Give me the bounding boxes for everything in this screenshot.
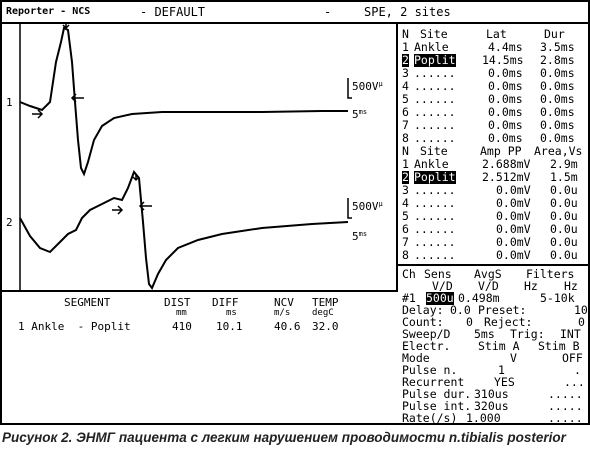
segment-diff: 10.1 (216, 320, 243, 333)
latency-row[interactable]: 5...... 0.0ms 0.0ms (402, 92, 575, 106)
title-dash: - (324, 5, 332, 19)
latency-row[interactable]: 2 Poplit 14.5ms 2.8ms (402, 53, 575, 67)
emg-screen: Reporter - NCS - DEFAULT - SPE, 2 sites (0, 0, 590, 425)
segment-temp: 32.0 (312, 320, 339, 333)
segment-dist: 410 (172, 320, 192, 333)
amplitude-row[interactable]: 4...... 0.0mV 0.0u (402, 196, 578, 210)
calibration-markers (347, 78, 352, 219)
title-bar: Reporter - NCS - DEFAULT - SPE, 2 sites (2, 2, 588, 24)
sensitivity-field: 500u (426, 291, 454, 305)
figure-caption: Рисунок 2. ЭНМГ пациента с легким наруше… (2, 430, 566, 445)
recurrent-row[interactable]: Recurrent YES... (402, 375, 585, 389)
waveform-panel: 1 2 500Vµ 5ms 500Vµ 5ms (2, 22, 398, 292)
temp-header: TEMP (312, 296, 339, 309)
sensitivity-label-1: 500Vµ (352, 80, 383, 93)
dist-unit: mm (176, 308, 187, 318)
settings-units: V/D V/D Hz Hz (432, 279, 578, 293)
pulse-n-row[interactable]: Pulse n. 1. (402, 363, 581, 377)
rate-row[interactable]: Rate(/s) 1.000..... (402, 411, 583, 425)
latency-row[interactable]: 4...... 0.0ms 0.0ms (402, 79, 575, 93)
amplitude-row[interactable]: 7...... 0.0mV 0.0u (402, 235, 578, 249)
timebase-label-2: 5ms (352, 230, 368, 243)
latency-row[interactable]: 6...... 0.0ms 0.0ms (402, 105, 575, 119)
segment-ncv: 40.6 (274, 320, 301, 333)
results-panel: N Site Lat Dur 1 Ankle 4.4ms 3.5ms 2 Poplit 1… (398, 24, 588, 423)
protocol-mode: - DEFAULT (140, 5, 206, 19)
settings-header: Ch Sens AvgS Filters (402, 267, 575, 281)
amplitude-header: N Site Amp PP Area,Vs (402, 144, 583, 158)
ncv-unit: m/s (274, 308, 291, 318)
stim-mode-row[interactable]: Mode V OFF (402, 351, 583, 365)
diff-unit: ms (226, 308, 237, 318)
amplitude-row[interactable]: 1 Ankle 2.688mV 2.9m (402, 157, 578, 171)
channel-1-settings[interactable]: #1 500u 0.498m 5-10k (402, 291, 575, 305)
pulse-int-row[interactable]: Pulse int. 320us..... (402, 399, 583, 413)
amplitude-row[interactable]: 8...... 0.0mV 0.0u (402, 248, 578, 262)
pulse-dur-row[interactable]: Pulse dur. 310us..... (402, 387, 583, 401)
delay-preset-row[interactable]: Delay: 0.0 Preset: 10 (402, 303, 588, 317)
trace-poplit (19, 170, 349, 290)
latency-header: N Site Lat Dur (402, 27, 565, 41)
sweep-trig-row[interactable]: Sweep/D 5ms Trig: INT (402, 327, 581, 341)
ncv-header: NCV (274, 296, 294, 309)
segment-name[interactable]: 1 Ankle - Poplit (18, 320, 131, 333)
app-name: Reporter - NCS (6, 6, 91, 17)
temp-unit: degC (312, 308, 334, 318)
stimulator-header: Electr. Stim A Stim B (402, 339, 580, 353)
diff-header: DIFF (212, 296, 239, 309)
segment-header: SEGMENT (64, 296, 111, 309)
segment-table: SEGMENT DIST DIFF NCV TEMP mm ms m/s deg… (2, 292, 396, 423)
channel-2-label: 2 (6, 216, 13, 229)
cursor-markers (32, 22, 152, 215)
latency-row[interactable]: 7...... 0.0ms 0.0ms (402, 118, 575, 132)
acquisition-settings: Ch Sens AvgS Filters V/D V/D Hz Hz #1 500u 0.498… (398, 264, 588, 425)
amplitude-row[interactable]: 3...... 0.0mV 0.0u (402, 183, 578, 197)
latency-row[interactable]: 8...... 0.0ms 0.0ms (402, 131, 575, 145)
dist-header: DIST (164, 296, 191, 309)
trace-ankle (19, 26, 348, 177)
count-reject-row[interactable]: Count: 0 Reject: 0 (402, 315, 585, 329)
amplitude-row[interactable]: 2 Poplit 2.512mV 1.5m (402, 170, 578, 184)
waveform-display (19, 22, 352, 290)
study-type: SPE, 2 sites (364, 5, 451, 19)
sensitivity-label-2: 500Vµ (352, 200, 383, 213)
latency-row[interactable]: 3...... 0.0ms 0.0ms (402, 66, 575, 80)
amplitude-row[interactable]: 5...... 0.0mV 0.0u (402, 209, 578, 223)
channel-1-label: 1 (6, 96, 13, 109)
amplitude-row[interactable]: 6...... 0.0mV 0.0u (402, 222, 578, 236)
latency-row[interactable]: 1 Ankle 4.4ms 3.5ms (402, 40, 575, 54)
timebase-label-1: 5ms (352, 108, 368, 121)
